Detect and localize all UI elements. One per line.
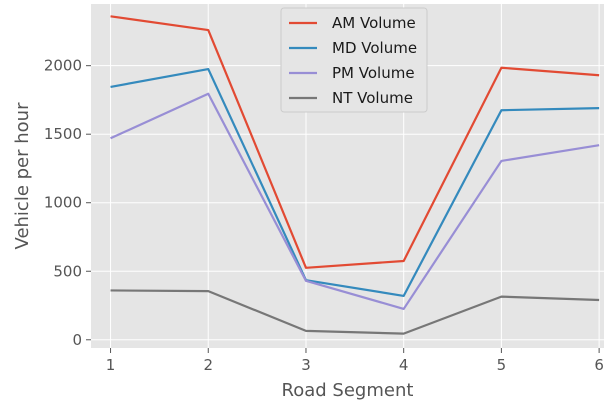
series-line-am-volume — [110, 15, 600, 269]
legend: AM Volume MD Volume PM Volume NT Volume — [280, 7, 428, 113]
x-tick-label: 4 — [399, 356, 409, 374]
legend-label: PM Volume — [332, 64, 415, 82]
x-axis-label: Road Segment — [282, 380, 414, 401]
x-tick-label: 3 — [301, 356, 311, 374]
legend-box — [280, 7, 428, 113]
legend-label: MD Volume — [332, 39, 417, 57]
x-tick-label: 2 — [203, 356, 213, 374]
y-axis-label: Vehicle per hour — [12, 102, 33, 250]
x-tick-label: 6 — [594, 356, 604, 374]
y-tick-label: 1000 — [44, 194, 82, 212]
series-line-nt-volume — [110, 289, 600, 335]
series-line-md-volume — [110, 67, 600, 298]
legend-label: AM Volume — [332, 14, 416, 32]
series-lines — [110, 15, 600, 335]
axis-ticks: 0 500 1000 1500 2000 1 2 3 4 5 6 — [44, 57, 604, 374]
y-tick-label: 500 — [53, 262, 82, 280]
y-tick-label: 1500 — [44, 125, 82, 143]
x-tick-label: 5 — [497, 356, 507, 374]
y-tick-label: 2000 — [44, 57, 82, 75]
x-tick-label: 1 — [106, 356, 116, 374]
y-tick-label: 0 — [72, 331, 82, 349]
series-line-pm-volume — [110, 92, 600, 311]
legend-label: NT Volume — [332, 89, 413, 107]
